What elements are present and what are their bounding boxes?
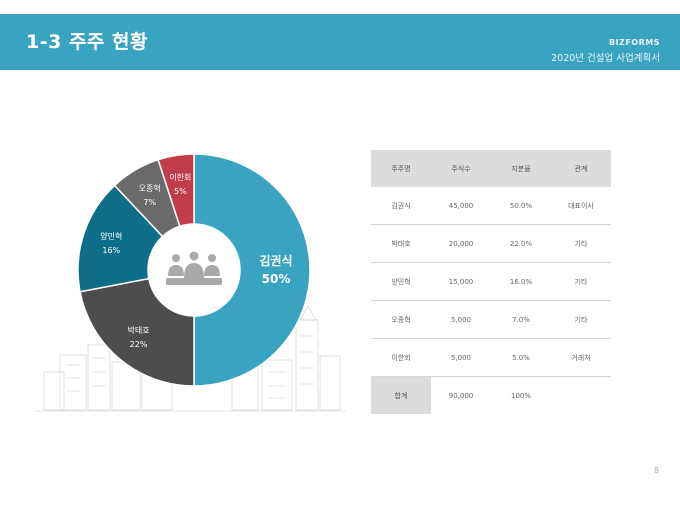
total-share-count: 90,000	[448, 391, 474, 400]
share-count: 5,000	[431, 338, 491, 377]
share-count: 15,000	[431, 262, 491, 301]
table-row: 박태호 20,000 22.0% 기타	[371, 224, 611, 263]
slice-value-label: 5%	[174, 187, 187, 196]
donut-slice	[193, 153, 311, 387]
column-header: 주주명	[371, 150, 431, 187]
shareholder-name: 오종혁	[371, 300, 431, 339]
column-header: 관계	[551, 150, 611, 187]
shareholder-name: 김권식	[371, 187, 431, 225]
table-row: 양민혁 15,000 16.0% 기타	[371, 262, 611, 301]
slice-category-label: 이한회	[169, 172, 191, 182]
slice-labels: 김권식 50% 박태호 22% 양민혁 16% 오종혁 7% 이한회 5%	[100, 172, 292, 349]
brand-name: BIZFORMS	[608, 38, 660, 47]
column-header: 주식수	[431, 150, 491, 187]
header-bar	[0, 14, 680, 70]
table-total-row: 합계 90,000 100%	[371, 376, 611, 415]
share-ratio: 7.0%	[491, 300, 551, 339]
shareholder-table: 주주명 주식수 지분율 관계 김권식 45,000 50.0% 대표이사 박태호…	[371, 150, 611, 414]
donut-slices	[77, 153, 311, 387]
table-row: 오종혁 5,000 7.0% 기타	[371, 300, 611, 339]
shareholder-name: 이한회	[371, 338, 431, 377]
relationship: 거래처	[551, 338, 611, 377]
relationship: 기타	[551, 224, 611, 263]
share-count: 45,000	[431, 187, 491, 225]
page-title: 1-3 주주 현황	[26, 31, 148, 53]
slice-category-label: 박태호	[127, 325, 149, 335]
table-header-row: 주주명 주식수 지분율 관계	[371, 150, 611, 187]
relationship: 기타	[551, 300, 611, 339]
slice-value-label: 22%	[130, 340, 148, 349]
share-ratio: 22.0%	[491, 224, 551, 263]
document-title: 2020년 건설업 사업계획서	[551, 53, 660, 64]
table-row: 이한회 5,000 5.0% 거래처	[371, 338, 611, 377]
share-count: 20,000	[431, 224, 491, 263]
shareholder-name: 박태호	[371, 224, 431, 263]
total-share-ratio: 100%	[510, 391, 531, 400]
slice-value-label: 7%	[143, 198, 156, 207]
donut-slice	[157, 153, 195, 228]
share-ratio: 16.0%	[491, 262, 551, 301]
column-header: 지분율	[491, 150, 551, 187]
relationship: 대표이사	[551, 187, 611, 225]
total-relationship	[551, 377, 611, 415]
share-ratio: 5.0%	[491, 338, 551, 377]
donut-slice	[79, 277, 195, 387]
total-label: 합계	[371, 376, 431, 414]
slice-category-label: 양민혁	[100, 231, 122, 241]
slice-category-label: 오종혁	[139, 184, 161, 193]
slice-value-label: 50%	[262, 272, 291, 286]
relationship: 기타	[551, 262, 611, 301]
share-ratio: 50.0%	[491, 187, 551, 225]
table-row: 김권식 45,000 50.0% 대표이사	[371, 187, 611, 225]
slice-value-label: 16%	[102, 246, 120, 255]
shareholder-name: 양민혁	[371, 262, 431, 301]
people-group-icon	[166, 251, 222, 285]
page-number: 8	[653, 466, 659, 475]
share-count: 5,000	[431, 300, 491, 339]
slice-category-label: 김권식	[259, 253, 292, 268]
